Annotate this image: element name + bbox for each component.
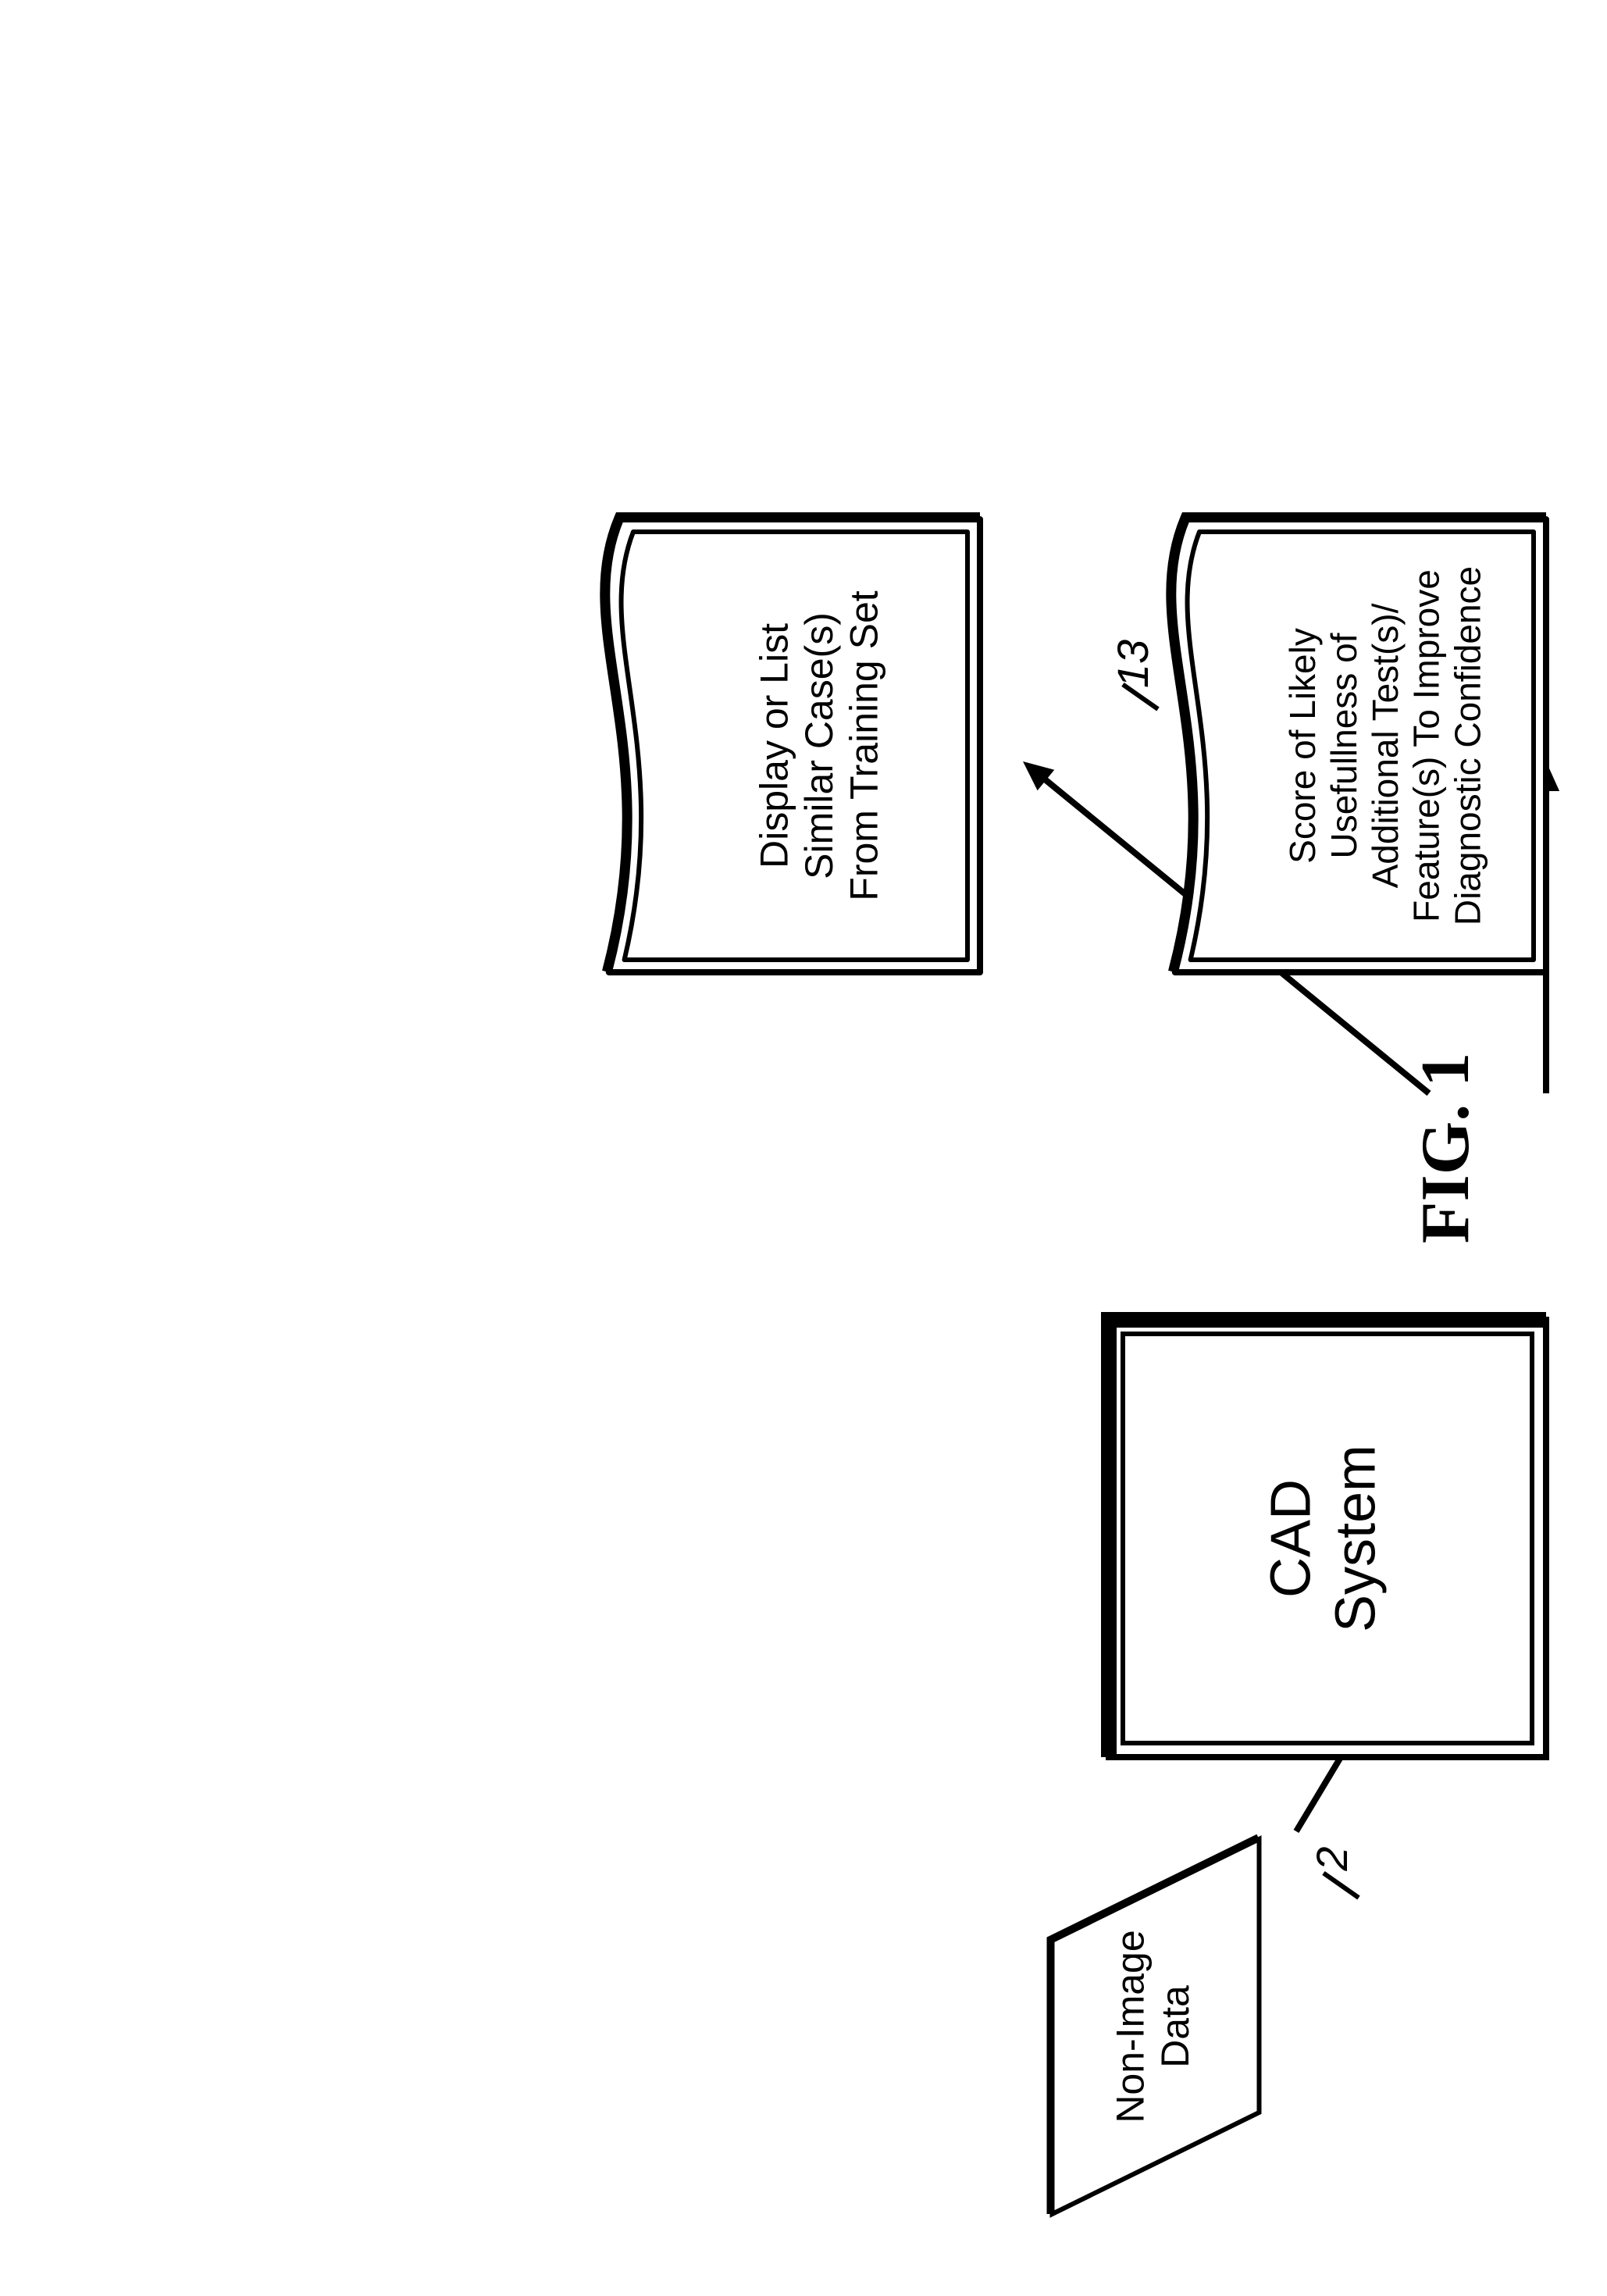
output-similar-label-line: From Training Set xyxy=(842,590,885,900)
figure-label: FIG. 1 xyxy=(1408,1053,1484,1243)
cad-system-label-line: CAD xyxy=(1260,1479,1323,1598)
output-score-label-line: Score of Likely xyxy=(1282,628,1323,864)
non-image-data-label-line: Non-Image xyxy=(1108,1930,1152,2123)
output-similar-label-line: Similar Case(s) xyxy=(797,612,841,879)
output-score-label-line: Diagnostic Confidence xyxy=(1448,566,1488,925)
diagram-canvas: ImageData1Non-ImageData2CADSystem10Proba… xyxy=(0,0,1607,2296)
output-score-label-line: Usefullness of xyxy=(1324,633,1364,858)
ref-number: 2 xyxy=(1307,1846,1356,1871)
ref-tick xyxy=(1324,1873,1359,1898)
output-similar-label: Display or ListSimilar Case(s)From Train… xyxy=(752,590,885,900)
non-image-data-label-line: Data xyxy=(1153,1985,1197,2068)
cad-system-label-line: System xyxy=(1324,1445,1387,1632)
output-score-label-line: Feature(s) To Improve xyxy=(1406,569,1447,922)
output-score-label-line: Additional Test(s)/ xyxy=(1365,603,1406,888)
output-similar-label-line: Display or List xyxy=(752,623,796,868)
ref-number: 13 xyxy=(1108,640,1157,688)
